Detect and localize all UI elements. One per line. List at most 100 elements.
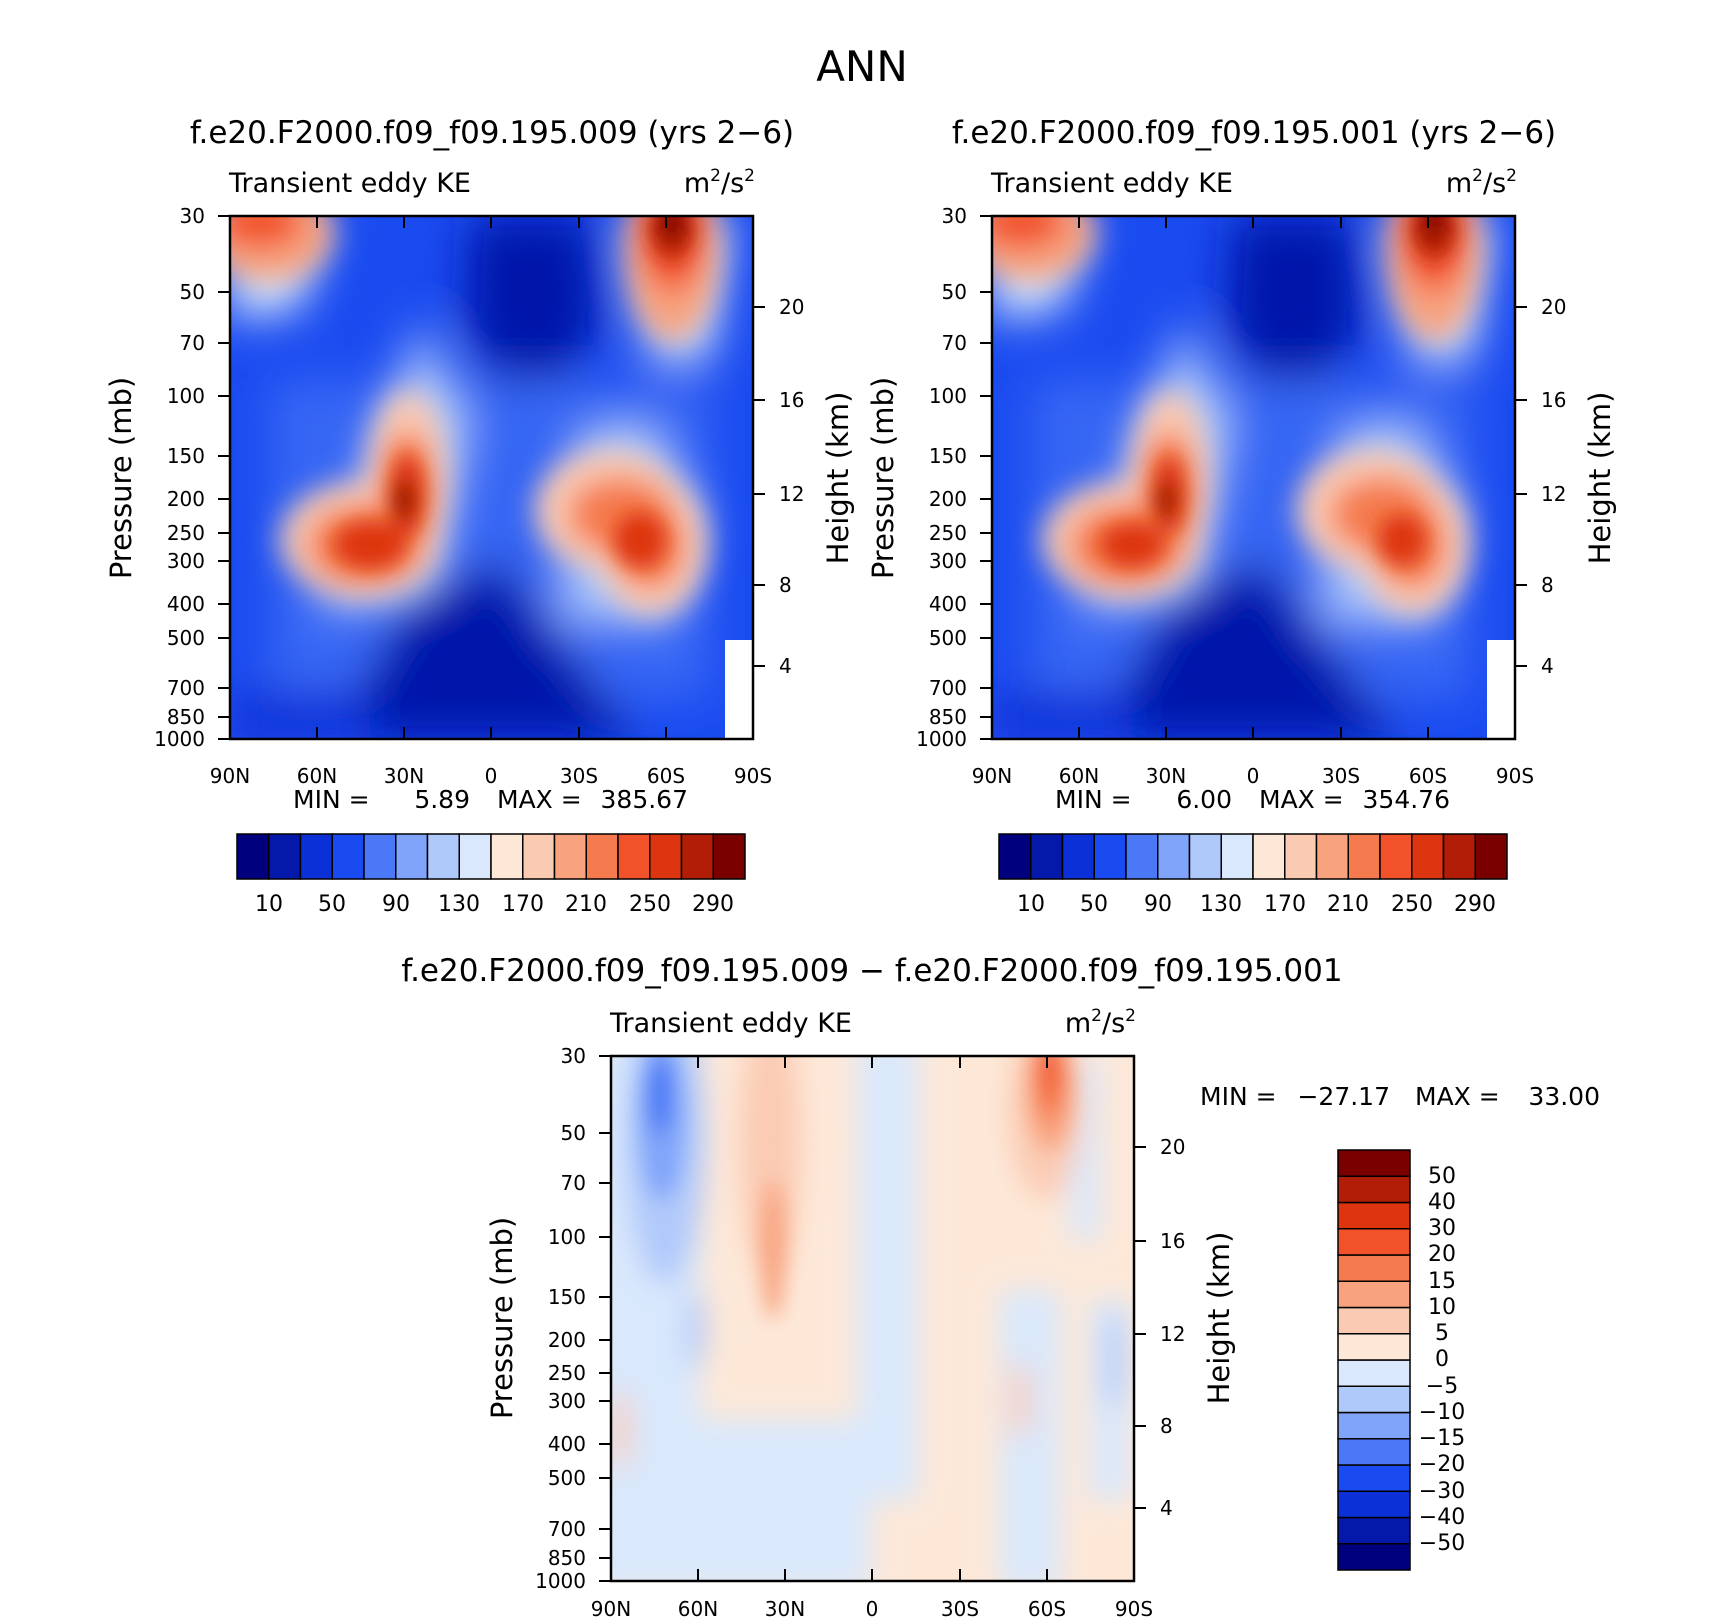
- colorbar-box: [1337, 1149, 1411, 1177]
- panel-3-y-axis: 30 50 70 100 150 200 250 300 400 500 700…: [485, 1044, 611, 1593]
- colorbar-label: −40: [1419, 1505, 1465, 1530]
- panel-3-field-label: Transient eddy KE: [609, 1008, 852, 1039]
- max-label: MAX =: [497, 785, 582, 814]
- x-tick-label: 60S: [1409, 764, 1447, 788]
- y-tick-label: 50: [942, 280, 967, 304]
- x-tick-label: 30S: [560, 764, 598, 788]
- colorbar-box: [1474, 833, 1508, 880]
- y-tick-label: 300: [167, 549, 205, 573]
- y-tick-label: 50: [561, 1121, 586, 1145]
- panel-2-y2-axis: 20 16 12 8 4 Height (km): [1515, 295, 1617, 678]
- y-tick-label: 300: [548, 1389, 586, 1413]
- x-tick-label: 0: [485, 764, 498, 788]
- colorbar-label: 250: [629, 892, 671, 917]
- colorbar-box: [426, 833, 460, 880]
- colorbar-label: −20: [1419, 1452, 1465, 1477]
- x-tick-label: 0: [1247, 764, 1260, 788]
- colorbar-box: [649, 833, 683, 880]
- panel-2: f.e20.F2000.f09_f09.195.001 (yrs 2−6) Tr…: [866, 115, 1617, 917]
- colorbar-box: [1442, 833, 1476, 880]
- panel-1-title: f.e20.F2000.f09_f09.195.009 (yrs 2−6): [190, 115, 794, 151]
- y-tick-label: 700: [929, 676, 967, 700]
- colorbar-label: 20: [1428, 1242, 1456, 1267]
- max-label: MAX =: [1415, 1082, 1500, 1111]
- y-tick-label: 500: [929, 626, 967, 650]
- colorbar-label: 170: [502, 892, 544, 917]
- colorbar-boxes: [236, 833, 746, 880]
- colorbar-box: [395, 833, 429, 880]
- colorbar-box: [1337, 1201, 1411, 1230]
- panel-1-field-label: Transient eddy KE: [228, 168, 471, 199]
- colorbar-box: [1337, 1359, 1411, 1387]
- colorbar-box: [1093, 833, 1127, 880]
- colorbar-label: 130: [1200, 892, 1242, 917]
- colorbar-box: [236, 833, 270, 880]
- y-tick-label: 700: [548, 1517, 586, 1541]
- page-title: ANN: [816, 42, 908, 91]
- min-value: 6.00: [1176, 785, 1232, 814]
- y-axis-title: Pressure (mb): [485, 1217, 519, 1419]
- panel-3-x-axis: 90N 60N 30N 0 30S 60S 90S: [591, 1056, 1153, 1617]
- colorbar-box: [1337, 1228, 1411, 1256]
- panel-3-field: [611, 1056, 1134, 1581]
- y-tick-label: 30: [942, 204, 967, 228]
- colorbar-box: [1030, 833, 1064, 880]
- y-tick-label: 30: [180, 204, 205, 228]
- colorbar-box: [553, 833, 587, 880]
- y-tick-label: 850: [929, 705, 967, 729]
- y-tick-label: 700: [167, 676, 205, 700]
- panel-1-y2-axis: 20 16 12 8 4 Height (km): [753, 295, 855, 678]
- colorbar-box: [1337, 1175, 1411, 1204]
- colorbar-box: [1379, 833, 1413, 880]
- y2-tick-label: 16: [1541, 388, 1566, 412]
- x-tick-label: 60N: [678, 1597, 718, 1617]
- y-tick-label: 400: [548, 1432, 586, 1456]
- min-label: MIN =: [1200, 1082, 1277, 1111]
- colorbar-label: 5: [1435, 1321, 1449, 1346]
- colorbar-label: 0: [1435, 1347, 1449, 1372]
- y-tick-label: 100: [548, 1225, 586, 1249]
- panel-2-x-axis: 90N 60N 30N 0 30S 60S 90S: [972, 216, 1534, 788]
- colorbar-label: 10: [1017, 892, 1045, 917]
- y-tick-label: 200: [167, 487, 205, 511]
- colorbar-box: [1337, 1516, 1411, 1545]
- y-tick-label: 150: [167, 444, 205, 468]
- x-tick-label: 0: [866, 1597, 879, 1617]
- y2-tick-label: 8: [1541, 573, 1554, 597]
- panel-3-stats: MIN = −27.17 MAX = 33.00: [1200, 1082, 1600, 1111]
- panel-1-y-axis: 30 50 70 100 150 200 250 300 400 500 700…: [104, 204, 230, 751]
- y-tick-label: 70: [180, 331, 205, 355]
- max-value: 385.67: [601, 785, 688, 814]
- colorbar-box: [268, 833, 302, 880]
- y2-tick-label: 12: [1160, 1322, 1185, 1346]
- y-tick-label: 100: [167, 384, 205, 408]
- y-tick-label: 30: [561, 1044, 586, 1068]
- x-tick-label: 90S: [734, 764, 772, 788]
- colorbar-label: 290: [1454, 892, 1496, 917]
- colorbar-box: [1220, 833, 1254, 880]
- y2-tick-label: 12: [1541, 482, 1566, 506]
- colorbar-box: [1188, 833, 1222, 880]
- panel-1-stats: MIN = 5.89 MAX = 385.67: [293, 785, 688, 814]
- colorbar-box: [712, 833, 746, 880]
- x-tick-label: 60S: [647, 764, 685, 788]
- x-tick-label: 90N: [591, 1597, 631, 1617]
- colorbar-box: [363, 833, 397, 880]
- min-label: MIN =: [1055, 785, 1132, 814]
- y2-tick-label: 20: [779, 295, 804, 319]
- colorbar-label: 130: [438, 892, 480, 917]
- colorbar-box: [1157, 833, 1191, 880]
- panel-2-field-label: Transient eddy KE: [990, 168, 1233, 199]
- y2-tick-label: 16: [1160, 1229, 1185, 1253]
- colorbar-box: [1337, 1464, 1411, 1492]
- y2-tick-label: 8: [779, 573, 792, 597]
- colorbar-box: [331, 833, 365, 880]
- x-tick-label: 60N: [1059, 764, 1099, 788]
- colorbar-box: [1125, 833, 1159, 880]
- x-tick-label: 60S: [1028, 1597, 1066, 1617]
- colorbar-label: 210: [565, 892, 607, 917]
- y-tick-label: 300: [929, 549, 967, 573]
- y-tick-label: 850: [548, 1546, 586, 1570]
- colorbar-label: 30: [1428, 1216, 1456, 1241]
- y2-tick-label: 20: [1160, 1135, 1185, 1159]
